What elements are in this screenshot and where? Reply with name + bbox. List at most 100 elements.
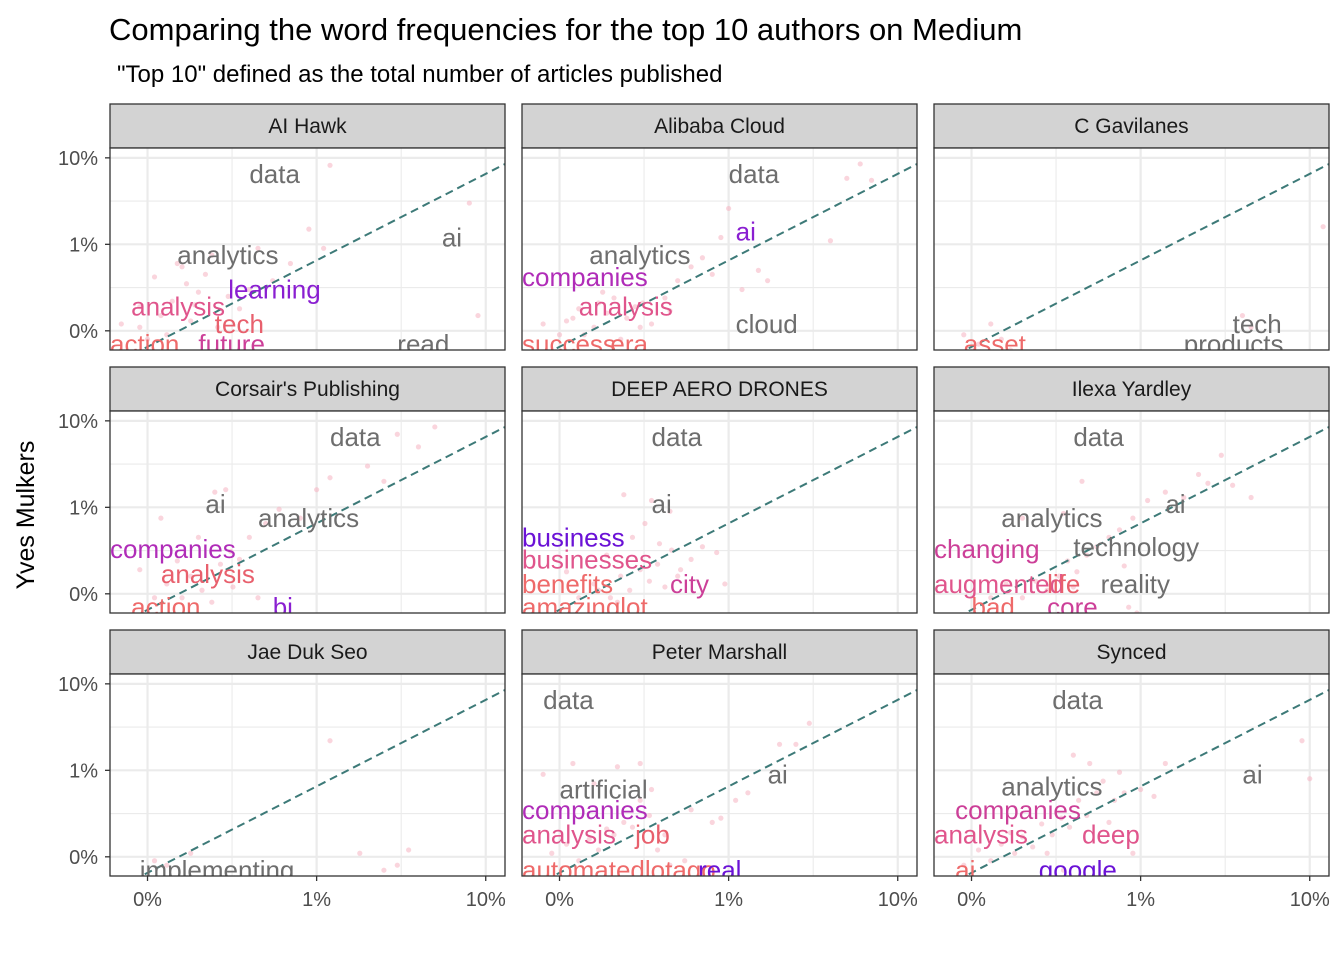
word-point [827, 238, 834, 244]
word-point [1019, 834, 1026, 840]
y-tick-label: 1% [69, 760, 98, 782]
word-label: ai [1242, 759, 1262, 789]
word-point [627, 587, 633, 593]
x-tick-label: 10% [1290, 889, 1330, 911]
word-point [718, 815, 724, 821]
word-point [764, 278, 771, 284]
facet-strip-label: Ilexa Yardley [1072, 378, 1192, 401]
facet-strip-label: Alibaba Cloud [654, 115, 785, 138]
word-point [739, 286, 745, 293]
word-point [1056, 573, 1062, 579]
word-point [718, 234, 724, 241]
word-point [1039, 821, 1045, 827]
facet-panels: AI Hawkdataaianalyticslearninganalysiste… [58, 103, 1330, 911]
gridlines [522, 411, 917, 613]
word-point [137, 304, 143, 310]
word-point [1126, 604, 1132, 610]
word-point [556, 332, 563, 338]
word-label: companies [955, 795, 1081, 825]
word-point [733, 797, 739, 803]
word-label: bad [972, 592, 1015, 622]
panel-border [933, 147, 1330, 351]
gridlines [934, 411, 1329, 613]
word-point [276, 506, 282, 512]
word-point [667, 508, 673, 514]
y-tick-label: 0% [69, 584, 98, 606]
word-point [675, 278, 681, 284]
word-point [188, 850, 194, 856]
word-label: data [1073, 422, 1124, 452]
panel-border [521, 673, 918, 877]
word-point [174, 558, 180, 564]
word-label: analytics [589, 240, 690, 270]
word-label: augmented [934, 569, 1064, 599]
facet-strip-label: Synced [1096, 641, 1166, 664]
word-point [600, 289, 606, 295]
word-point [381, 478, 387, 484]
word-point [975, 847, 982, 853]
gridlines [522, 674, 917, 876]
word-point [604, 552, 610, 558]
facet-strip [109, 366, 506, 412]
word-point [1130, 850, 1136, 856]
word-point [1205, 480, 1211, 486]
word-point [632, 304, 638, 310]
word-point [688, 556, 694, 563]
word-point [648, 321, 655, 327]
facet-strip [109, 629, 506, 675]
word-point [1044, 850, 1050, 856]
word-point [188, 573, 194, 579]
word-point [646, 812, 652, 819]
word-point [144, 336, 151, 342]
word-label: future [198, 329, 265, 359]
word-point [1094, 790, 1100, 796]
word-point [321, 245, 327, 251]
word-point [662, 832, 668, 838]
word-point [604, 310, 610, 316]
word-point [637, 324, 643, 330]
x-tick-label: 0% [545, 889, 574, 911]
word-point [614, 764, 621, 770]
word-point [1030, 844, 1036, 850]
word-label: core [1047, 592, 1098, 622]
word-point [151, 595, 158, 601]
word-point [591, 781, 597, 787]
word-point [654, 561, 661, 567]
word-point [857, 161, 863, 167]
word-point [961, 862, 967, 868]
word-point [662, 295, 668, 301]
word-point [406, 847, 412, 853]
facet-strip-label: DEEP AERO DRONES [611, 378, 828, 401]
word-label: analytics [1001, 772, 1102, 802]
word-label: companies [522, 795, 648, 825]
word-point [656, 541, 663, 547]
facet-strip-label: Corsair's Publishing [215, 378, 400, 401]
word-label: tech [215, 309, 264, 339]
word-point [215, 324, 221, 330]
diagonal-reference-line [551, 689, 917, 876]
chart-title: Comparing the word frequencies for the t… [109, 12, 1022, 47]
panel-border [521, 410, 918, 614]
word-point [642, 520, 648, 527]
y-tick-label: 10% [58, 148, 98, 170]
word-point [1320, 224, 1326, 230]
word-point [1299, 738, 1305, 744]
word-label: analysis [934, 820, 1028, 850]
word-point [327, 475, 333, 481]
word-point [1248, 494, 1254, 501]
word-label: analysis [579, 292, 673, 322]
word-point [199, 587, 205, 593]
y-axis-label: Yves Mulkers [12, 441, 40, 590]
word-point [1070, 752, 1076, 758]
word-point [1162, 760, 1168, 767]
word-point [540, 321, 546, 327]
word-point [607, 595, 614, 601]
word-point [549, 850, 555, 856]
panel-background [522, 148, 917, 350]
word-point [466, 200, 472, 206]
word-point [709, 271, 715, 277]
word-point [591, 581, 597, 587]
